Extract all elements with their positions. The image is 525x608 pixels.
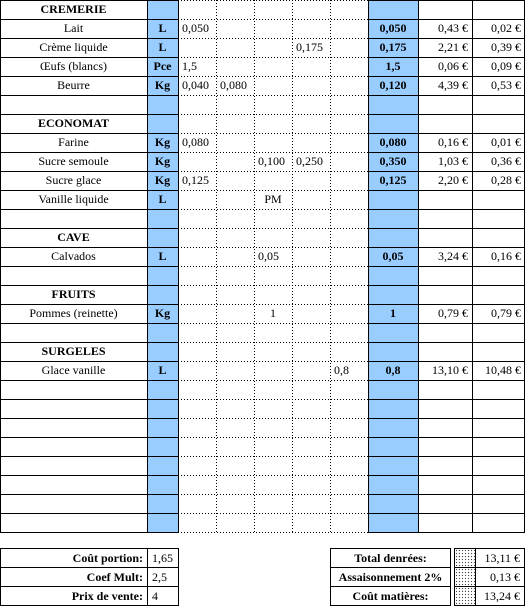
ingredient-name: Vanille liquide — [38, 192, 109, 206]
quantity-cell: 0,8 — [334, 363, 349, 377]
section-header: SURGELES — [41, 344, 106, 358]
unit-cell: L — [158, 192, 167, 206]
ingredient-name: Calvados — [51, 249, 96, 263]
unit-cell: L — [158, 40, 167, 54]
cost-cell: 0,02 € — [491, 21, 521, 35]
unit-cell: Kg — [154, 173, 171, 187]
quantity-cell: 0,250 — [296, 154, 323, 168]
unit-cell: L — [158, 21, 167, 35]
ingredient-name: Beurre — [57, 78, 90, 92]
quantity-cell: 1 — [270, 306, 276, 320]
ingredient-name: Crème liquide — [39, 40, 108, 54]
total-value: 0,13 € — [475, 567, 525, 587]
unit-price-cell: 0,06 € — [438, 59, 468, 73]
quantity-cell: 0,05 — [258, 249, 279, 263]
unit-cell: L — [158, 249, 167, 263]
section-header: FRUITS — [51, 287, 96, 301]
unit-price-cell: 0,79 € — [438, 306, 468, 320]
quantity-cell: 0,125 — [182, 173, 209, 187]
summary-value: 1,65 — [147, 548, 179, 568]
total-quantity-cell: 0,080 — [379, 135, 407, 149]
cost-cell: 0,09 € — [491, 59, 521, 73]
section-header: CREMERIE — [40, 2, 107, 16]
total-value: 13,11 € — [475, 548, 525, 568]
unit-price-cell: 2,20 € — [438, 173, 468, 187]
quantity-cell: 0,080 — [182, 135, 209, 149]
total-quantity-cell: 0,350 — [379, 154, 407, 168]
section-header: CAVE — [57, 230, 90, 244]
cost-cell: 0,28 € — [491, 173, 521, 187]
total-quantity-cell: 0,8 — [385, 363, 401, 377]
ingredient-name: Sucre semoule — [38, 154, 109, 168]
unit-cell: Kg — [154, 135, 171, 149]
ingredient-name: Sucre glace — [45, 173, 102, 187]
total-quantity-cell: 1,5 — [385, 59, 401, 73]
quantity-cell: 0,080 — [220, 78, 247, 92]
unit-price-cell: 13,10 € — [432, 363, 468, 377]
total-quantity-cell: 0,120 — [379, 78, 407, 92]
unit-price-cell: 2,21 € — [438, 40, 468, 54]
cost-cell: 0,36 € — [491, 154, 521, 168]
quantity-cell: 0,100 — [258, 154, 285, 168]
total-quantity-cell: 0,175 — [379, 40, 407, 54]
total-label: Assaisonnement 2% — [330, 567, 451, 587]
summary-label: Coef Mult: — [0, 567, 148, 587]
unit-price-cell: 0,43 € — [438, 21, 468, 35]
ingredient-name: Pommes (reinette) — [29, 306, 118, 320]
ingredient-name: Œufs (blancs) — [40, 59, 107, 73]
unit-price-cell: 0,16 € — [438, 135, 468, 149]
quantity-cell: 0,040 — [182, 78, 209, 92]
total-quantity-cell: 0,050 — [379, 21, 407, 35]
summary-label: Prix de vente: — [0, 586, 148, 606]
unit-price-cell: 3,24 € — [438, 249, 468, 263]
cost-cell: 0,53 € — [491, 78, 521, 92]
unit-cell: Kg — [154, 306, 171, 320]
cost-cell: 0,79 € — [491, 306, 521, 320]
ingredient-name: Lait — [63, 21, 84, 35]
quantity-cell: 0,175 — [296, 40, 323, 54]
dotted-spacer — [454, 548, 476, 568]
unit-price-cell: 4,39 € — [438, 78, 468, 92]
cost-cell: 10,48 € — [485, 363, 521, 377]
unit-cell: Pce — [153, 59, 172, 73]
summary-value: 4 — [147, 586, 179, 606]
dotted-spacer — [454, 567, 476, 587]
unit-cell: L — [158, 363, 167, 377]
unit-price-cell: 1,03 € — [438, 154, 468, 168]
total-value: 13,24 € — [475, 586, 525, 606]
cost-cell: 0,16 € — [491, 249, 521, 263]
cost-cell: 0,39 € — [491, 40, 521, 54]
total-quantity-cell: 0,05 — [382, 249, 404, 263]
ingredient-name: Farine — [58, 135, 89, 149]
total-label: Total denrées: — [330, 548, 451, 568]
section-header: ECONOMAT — [37, 116, 110, 130]
summary-label: Coût portion: — [0, 548, 148, 568]
unit-cell: Kg — [154, 154, 171, 168]
quantity-cell: PM — [264, 192, 282, 206]
total-quantity-cell: 1 — [390, 306, 396, 320]
quantity-cell: 0,050 — [182, 21, 209, 35]
ingredient-name: Glace vanille — [41, 363, 106, 377]
total-quantity-cell: 0,125 — [379, 173, 407, 187]
quantity-cell: 1,5 — [182, 59, 197, 73]
dotted-spacer — [454, 586, 476, 606]
summary-value: 2,5 — [147, 567, 179, 587]
unit-cell: Kg — [154, 78, 171, 92]
total-label: Coût matières: — [330, 586, 451, 606]
cost-cell: 0,01 € — [491, 135, 521, 149]
